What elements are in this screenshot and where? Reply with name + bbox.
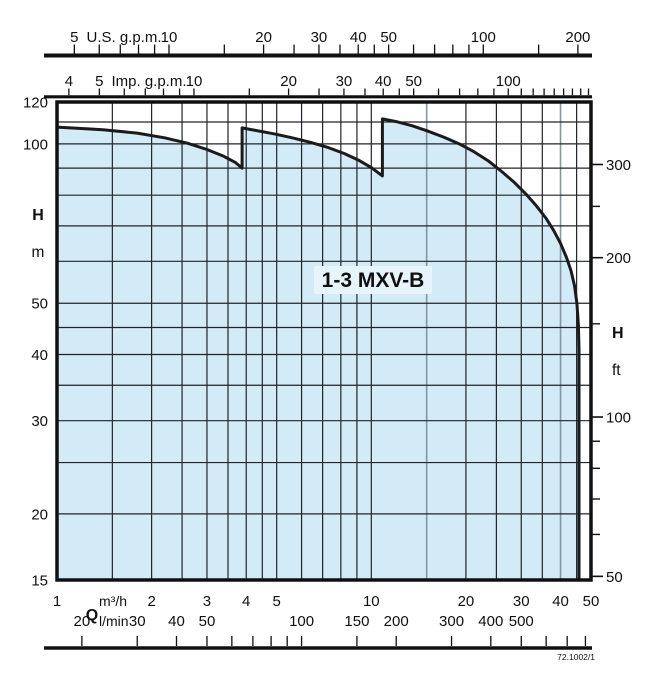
us-gpm-tick-label: 100 bbox=[471, 29, 496, 46]
head-m-tick-label: 40 bbox=[31, 347, 48, 364]
m3h-tick-label: 4 bbox=[242, 593, 250, 610]
imp-gpm-tick-label: 20 bbox=[280, 73, 297, 90]
head-m-unit-label: m bbox=[32, 244, 45, 261]
head-ft-tick-label: 300 bbox=[606, 157, 631, 174]
envelope-fill bbox=[57, 118, 579, 581]
lmin-tick-label: 500 bbox=[509, 613, 534, 630]
lmin-tick-label: 30 bbox=[129, 613, 146, 630]
lmin-tick-label: 150 bbox=[344, 613, 369, 630]
head-m-tick-label: 100 bbox=[23, 136, 48, 153]
lmin-tick-label: 40 bbox=[168, 613, 185, 630]
head-m-tick-label: 30 bbox=[31, 413, 48, 430]
imp-gpm-tick-label: 50 bbox=[405, 73, 422, 90]
head-ft-tick-label: 50 bbox=[606, 569, 623, 586]
imp-gpm-tick-label: 100 bbox=[496, 73, 521, 90]
lmin-tick-label: 20 bbox=[74, 613, 91, 630]
head-m-tick-label: 50 bbox=[31, 296, 48, 313]
imp-gpm-tick-label: 5 bbox=[95, 73, 103, 90]
us-gpm-tick-label: 5 bbox=[70, 29, 78, 46]
head-ft-tick-label: 100 bbox=[606, 410, 631, 427]
us-gpm-tick-label: 50 bbox=[380, 29, 397, 46]
m3h-tick-label: 40 bbox=[552, 593, 569, 610]
ref-number: 72.1002/1 bbox=[557, 652, 595, 662]
head-m-tick-label: 15 bbox=[31, 573, 48, 590]
imp-gpm-tick-label: 4 bbox=[65, 73, 73, 90]
head-ft-tick-label: 200 bbox=[606, 250, 631, 267]
us-gpm-tick-label: 200 bbox=[565, 29, 590, 46]
head-m-axis-symbol: H bbox=[32, 207, 44, 224]
m3h-tick-label: 10 bbox=[363, 593, 380, 610]
m3h-tick-label: 3 bbox=[203, 593, 211, 610]
us-gpm-tick-label: 40 bbox=[350, 29, 367, 46]
imp-gpm-unit-label: Imp. g.p.m. bbox=[111, 73, 186, 90]
head-ft-unit-label: ft bbox=[612, 362, 621, 379]
imp-gpm-tick-label: 40 bbox=[375, 73, 392, 90]
lmin-tick-label: 400 bbox=[478, 613, 503, 630]
m3h-tick-label: 2 bbox=[147, 593, 155, 610]
lmin-tick-label: 100 bbox=[289, 613, 314, 630]
imp-gpm-tick-label: 10 bbox=[186, 73, 203, 90]
m3h-tick-label: 30 bbox=[513, 593, 530, 610]
head-ft-axis-symbol: H bbox=[612, 325, 624, 342]
m3h-tick-label: 50 bbox=[583, 593, 600, 610]
us-gpm-tick-label: 20 bbox=[255, 29, 272, 46]
m3h-tick-label: 1 bbox=[53, 593, 61, 610]
lmin-tick-label: 300 bbox=[439, 613, 464, 630]
m3h-unit-label: m³/h bbox=[99, 593, 127, 609]
lmin-tick-label: 200 bbox=[384, 613, 409, 630]
us-gpm-tick-label: 30 bbox=[311, 29, 328, 46]
title-backdrop bbox=[314, 266, 432, 294]
m3h-tick-label: 5 bbox=[273, 593, 281, 610]
head-m-tick-label: 20 bbox=[31, 506, 48, 523]
chart-title: 1-3 MXV-B bbox=[322, 269, 425, 292]
head-m-tick-label: 120 bbox=[23, 95, 48, 112]
envelope-curve bbox=[56, 117, 581, 580]
plot-border bbox=[55, 100, 593, 582]
us-gpm-unit-label: U.S. g.p.m. bbox=[86, 29, 161, 46]
m3h-tick-label: 20 bbox=[458, 593, 475, 610]
imp-gpm-tick-label: 30 bbox=[336, 73, 353, 90]
lmin-unit-label: l/min bbox=[99, 613, 129, 629]
us-gpm-tick-label: 10 bbox=[161, 29, 178, 46]
flow-axis-symbol: Q bbox=[86, 607, 98, 624]
lmin-tick-label: 50 bbox=[199, 613, 216, 630]
